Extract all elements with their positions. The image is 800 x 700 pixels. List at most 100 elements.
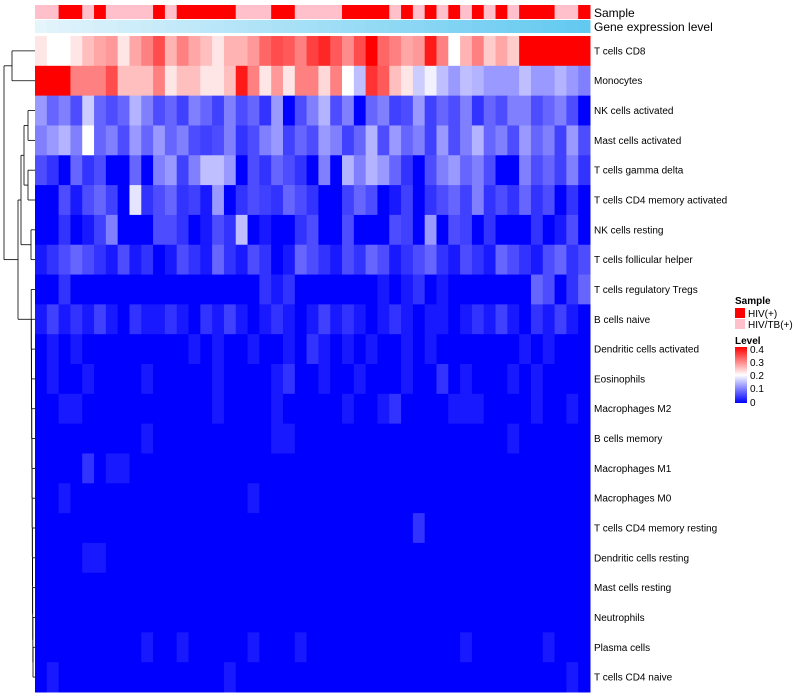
heatmap-cell (212, 602, 225, 633)
heatmap-cell (401, 602, 414, 633)
heatmap-cell (70, 244, 83, 276)
heatmap-cell (412, 542, 426, 574)
heatmap-cell (566, 155, 579, 186)
heatmap-cell (436, 244, 449, 276)
gene-expression-annotation-cell (495, 20, 508, 33)
heatmap-cell (105, 393, 119, 425)
heatmap-cell (188, 393, 201, 425)
heatmap-cell (188, 185, 201, 216)
heatmap-cell (306, 214, 319, 246)
gene-expression-annotation-cell (542, 20, 556, 33)
heatmap-cell (235, 364, 249, 395)
heatmap-cell (471, 274, 485, 305)
row-label: Macrophages M0 (594, 494, 672, 505)
heatmap-cell (495, 155, 508, 186)
heatmap-cell (235, 423, 249, 454)
heatmap-cell (530, 483, 544, 514)
sample-annotation-cell (223, 5, 237, 19)
heatmap-cell (247, 632, 260, 663)
heatmap-cell (412, 214, 426, 246)
heatmap-cell (530, 244, 544, 276)
heatmap-cell (424, 36, 437, 67)
legend-level-title: Level (735, 336, 761, 347)
heatmap-cell (483, 244, 497, 276)
heatmap-cell (82, 244, 95, 276)
heatmap-cell (247, 513, 260, 544)
heatmap-cell (164, 662, 178, 693)
heatmap-cell (200, 304, 213, 335)
heatmap-cell (542, 274, 556, 305)
heatmap-cell (519, 483, 532, 514)
sample-annotation-cell (330, 5, 343, 19)
heatmap-cell (58, 155, 71, 186)
heatmap-cell (94, 364, 107, 395)
heatmap-cell (141, 95, 154, 126)
heatmap-cell (294, 65, 308, 97)
heatmap-cell (271, 244, 284, 276)
heatmap-cell (389, 632, 402, 663)
heatmap-cell (330, 393, 343, 425)
heatmap-cell (188, 334, 201, 365)
heatmap-cell (70, 513, 83, 544)
heatmap-cell (117, 423, 130, 454)
heatmap-cell (164, 155, 178, 186)
heatmap-cell (519, 65, 532, 97)
heatmap-cell (294, 602, 308, 633)
heatmap-cell (46, 304, 60, 335)
heatmap-cell (259, 483, 272, 514)
heatmap-cell (318, 244, 331, 276)
heatmap-cell (353, 304, 367, 335)
heatmap-cell (223, 125, 237, 156)
heatmap-cell (507, 334, 520, 365)
heatmap-cell (578, 36, 591, 67)
heatmap-cell (554, 542, 567, 574)
heatmap-cell (424, 95, 437, 126)
heatmap-cell (554, 155, 567, 186)
gene-expression-annotation-cell (271, 20, 284, 33)
heatmap-cell (271, 65, 284, 97)
heatmap-cell (342, 423, 355, 454)
heatmap-cell (483, 662, 497, 693)
heatmap-cell (424, 513, 437, 544)
heatmap-cell (176, 393, 190, 425)
sample-annotation-cell (46, 5, 60, 19)
heatmap-cell (294, 364, 308, 395)
heatmap-cell (436, 542, 449, 574)
heatmap-cell (200, 542, 213, 574)
heatmap-cell (46, 155, 60, 186)
heatmap-cell (164, 632, 178, 663)
heatmap-cell (318, 95, 331, 126)
heatmap-cell (212, 125, 225, 156)
heatmap-cell (471, 36, 485, 67)
gene-expression-annotation-cell (200, 20, 213, 33)
heatmap-cell (566, 125, 579, 156)
heatmap-cell (200, 513, 213, 544)
heatmap-cell (82, 542, 95, 574)
heatmap-cell (436, 364, 449, 395)
heatmap-cell (554, 483, 567, 514)
heatmap-cell (176, 602, 190, 633)
heatmap-cell (318, 364, 331, 395)
heatmap-cell (117, 572, 130, 604)
sample-annotation-cell (70, 5, 83, 19)
legend-tick-0-4: 0.4 (750, 345, 764, 356)
heatmap-cell (365, 572, 378, 604)
heatmap-cell (306, 185, 319, 216)
heatmap-cell (365, 364, 378, 395)
heatmap-cell (460, 214, 473, 246)
heatmap-cell (424, 155, 437, 186)
heatmap-cell (377, 393, 390, 425)
heatmap-cell (483, 513, 497, 544)
heatmap-cell (164, 214, 178, 246)
heatmap-cell (223, 393, 237, 425)
heatmap-cell (365, 65, 378, 97)
sample-annotation-cell (129, 5, 142, 19)
heatmap-cell (82, 364, 95, 395)
heatmap-cell (58, 95, 71, 126)
row-label: Dendritic cells activated (594, 345, 699, 356)
heatmap-cell (58, 334, 71, 365)
sample-annotation-cell (35, 5, 48, 19)
heatmap-cell (483, 65, 497, 97)
heatmap-cell (436, 632, 449, 663)
heatmap-cell (483, 334, 497, 365)
